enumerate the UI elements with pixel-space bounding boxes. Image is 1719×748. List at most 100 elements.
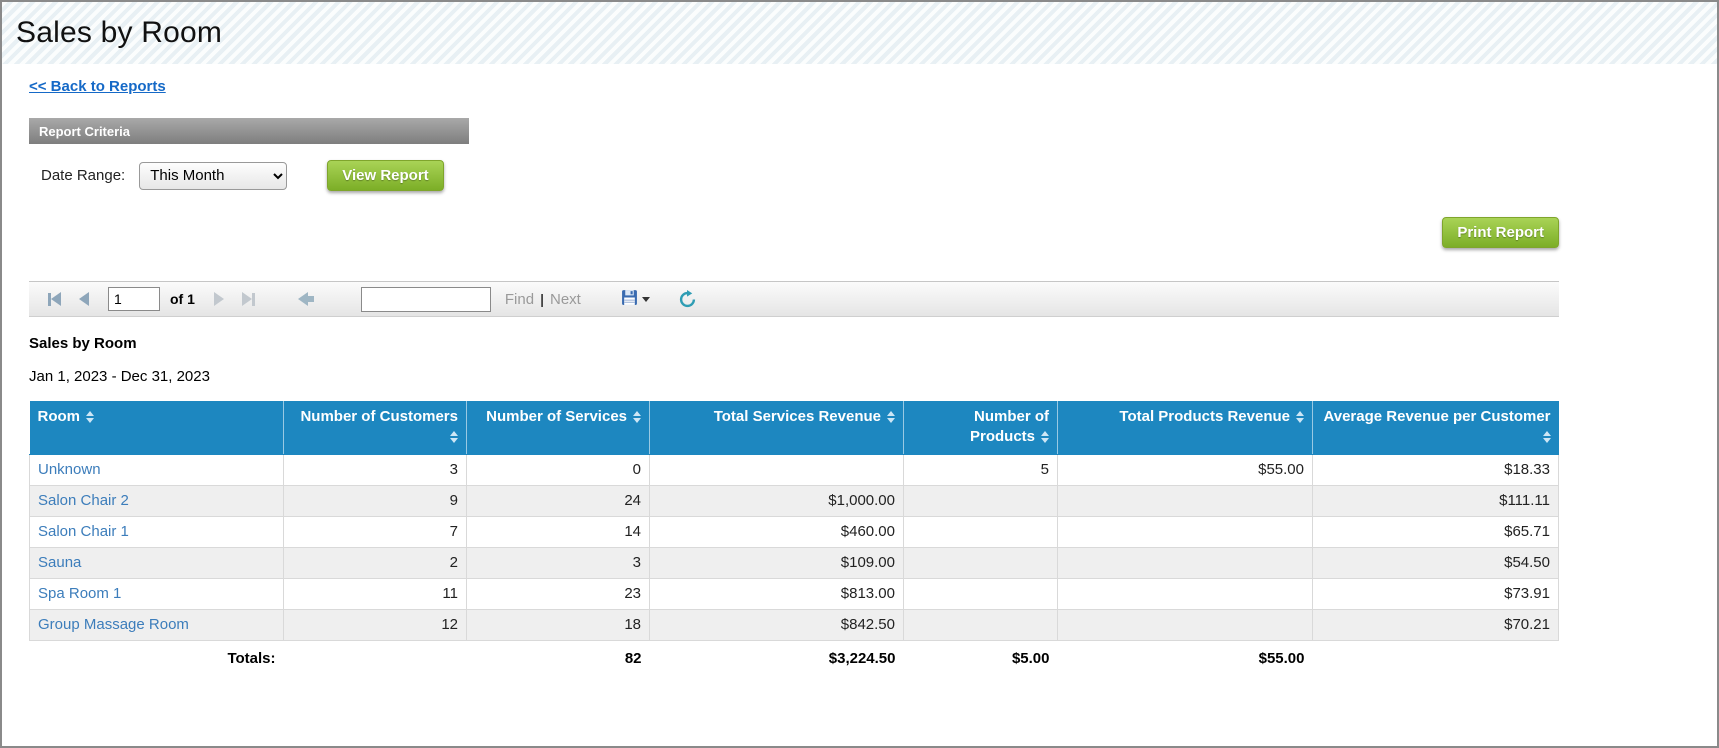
room-link[interactable]: Group Massage Room xyxy=(38,616,189,633)
column-header-services-revenue: Total Services Revenue xyxy=(649,401,904,455)
last-page-icon[interactable] xyxy=(241,292,255,306)
back-to-reports-link[interactable]: << Back to Reports xyxy=(29,78,166,95)
column-header-products: Number of Products xyxy=(903,401,1058,455)
cell xyxy=(649,453,904,486)
export-button[interactable] xyxy=(621,289,650,309)
cell: $109.00 xyxy=(649,546,904,579)
totals-row: Totals: 82 $3,224.50 $5.00 $55.00 xyxy=(29,640,1559,676)
cell: $54.50 xyxy=(1312,546,1559,579)
back-arrow-icon[interactable] xyxy=(297,292,314,306)
totals-cell: $55.00 xyxy=(1057,640,1313,676)
cell: 2 xyxy=(283,546,467,579)
totals-label: Totals: xyxy=(29,640,284,676)
column-header-products-revenue: Total Products Revenue xyxy=(1057,401,1313,455)
room-link[interactable]: Salon Chair 2 xyxy=(38,492,129,509)
table-row: Spa Room 1 11 23 $813.00 $73.91 xyxy=(29,577,1559,610)
cell xyxy=(1057,484,1313,517)
report-date-range: Jan 1, 2023 - Dec 31, 2023 xyxy=(29,368,210,385)
cell: $55.00 xyxy=(1057,453,1313,486)
cell xyxy=(1057,608,1313,641)
cell: $65.71 xyxy=(1312,515,1559,548)
table-row: Salon Chair 2 9 24 $1,000.00 $111.11 xyxy=(29,484,1559,517)
print-row: Print Report xyxy=(29,217,1559,248)
cell: 7 xyxy=(283,515,467,548)
sort-icon[interactable] xyxy=(1041,431,1049,444)
cell: $70.21 xyxy=(1312,608,1559,641)
pagination-toolbar: of 1 Find | Next xyxy=(29,281,1559,317)
page-count-label: of 1 xyxy=(170,291,195,307)
save-export-icon xyxy=(621,289,638,309)
cell: 5 xyxy=(903,453,1058,486)
previous-page-icon[interactable] xyxy=(79,292,89,306)
column-header-services: Number of Services xyxy=(466,401,650,455)
find-link[interactable]: Find xyxy=(504,290,535,308)
totals-cell: $5.00 xyxy=(903,640,1058,676)
cell xyxy=(1057,515,1313,548)
room-link[interactable]: Spa Room 1 xyxy=(38,585,122,602)
table-row: Group Massage Room 12 18 $842.50 $70.21 xyxy=(29,608,1559,641)
print-report-button[interactable]: Print Report xyxy=(1442,217,1559,248)
cell: $813.00 xyxy=(649,577,904,610)
cell: 11 xyxy=(283,577,467,610)
totals-cell: 82 xyxy=(466,640,650,676)
header-row: Room Number of Customers Number of Servi… xyxy=(29,401,1559,455)
refresh-icon[interactable] xyxy=(678,289,697,309)
page-title: Sales by Room xyxy=(16,16,223,49)
cell xyxy=(903,546,1058,579)
cell xyxy=(1057,546,1313,579)
cell: 3 xyxy=(283,453,467,486)
cell xyxy=(903,608,1058,641)
room-link[interactable]: Sauna xyxy=(38,554,82,571)
find-next-separator: | xyxy=(540,291,544,307)
cell: $842.50 xyxy=(649,608,904,641)
cell: $1,000.00 xyxy=(649,484,904,517)
sort-icon[interactable] xyxy=(1542,431,1551,444)
cell: 9 xyxy=(283,484,467,517)
cell xyxy=(903,577,1058,610)
page-number-input[interactable] xyxy=(108,287,160,311)
search-input[interactable] xyxy=(360,286,491,312)
sort-icon[interactable] xyxy=(86,411,94,424)
cell xyxy=(1057,577,1313,610)
content: << Back to Reports Report Criteria Date … xyxy=(29,64,1559,676)
cell: $73.91 xyxy=(1312,577,1559,610)
column-header-customers: Number of Customers xyxy=(283,401,467,455)
view-report-button[interactable]: View Report xyxy=(327,160,444,191)
column-header-avg-revenue: Average Revenue per Customer xyxy=(1312,401,1559,455)
date-range-select[interactable]: This Month xyxy=(139,161,288,190)
cell xyxy=(903,484,1058,517)
date-range-label: Date Range: xyxy=(41,167,126,184)
room-link[interactable]: Unknown xyxy=(38,461,101,478)
sort-icon[interactable] xyxy=(887,411,895,424)
room-link[interactable]: Salon Chair 1 xyxy=(38,523,129,540)
sort-icon[interactable] xyxy=(1296,411,1304,424)
cell: $18.33 xyxy=(1312,453,1559,486)
report-criteria-header: Report Criteria xyxy=(29,118,469,144)
cell: 3 xyxy=(466,546,650,579)
totals-cell xyxy=(1312,640,1559,676)
sort-icon[interactable] xyxy=(450,431,458,444)
totals-cell xyxy=(283,640,467,676)
table-row: Salon Chair 1 7 14 $460.00 $65.71 xyxy=(29,515,1559,548)
cell: 18 xyxy=(466,608,650,641)
cell xyxy=(903,515,1058,548)
cell: 12 xyxy=(283,608,467,641)
column-header-room: Room xyxy=(29,401,284,455)
table-row: Unknown 3 0 5 $55.00 $18.33 xyxy=(29,453,1559,486)
totals-cell: $3,224.50 xyxy=(649,640,904,676)
sort-icon[interactable] xyxy=(633,411,641,424)
first-page-icon[interactable] xyxy=(48,292,61,306)
criteria-row: Date Range: This Month View Report xyxy=(29,160,1559,191)
next-page-icon[interactable] xyxy=(213,292,224,306)
cell: 24 xyxy=(466,484,650,517)
caret-down-icon xyxy=(641,296,650,302)
cell: $460.00 xyxy=(649,515,904,548)
cell: 0 xyxy=(466,453,650,486)
cell: 14 xyxy=(466,515,650,548)
sales-by-room-table: Room Number of Customers Number of Servi… xyxy=(29,401,1559,676)
title-band: Sales by Room xyxy=(2,2,1717,64)
find-next-link[interactable]: Next xyxy=(550,290,581,308)
table-row: Sauna 2 3 $109.00 $54.50 xyxy=(29,546,1559,579)
report-title: Sales by Room xyxy=(29,335,137,352)
